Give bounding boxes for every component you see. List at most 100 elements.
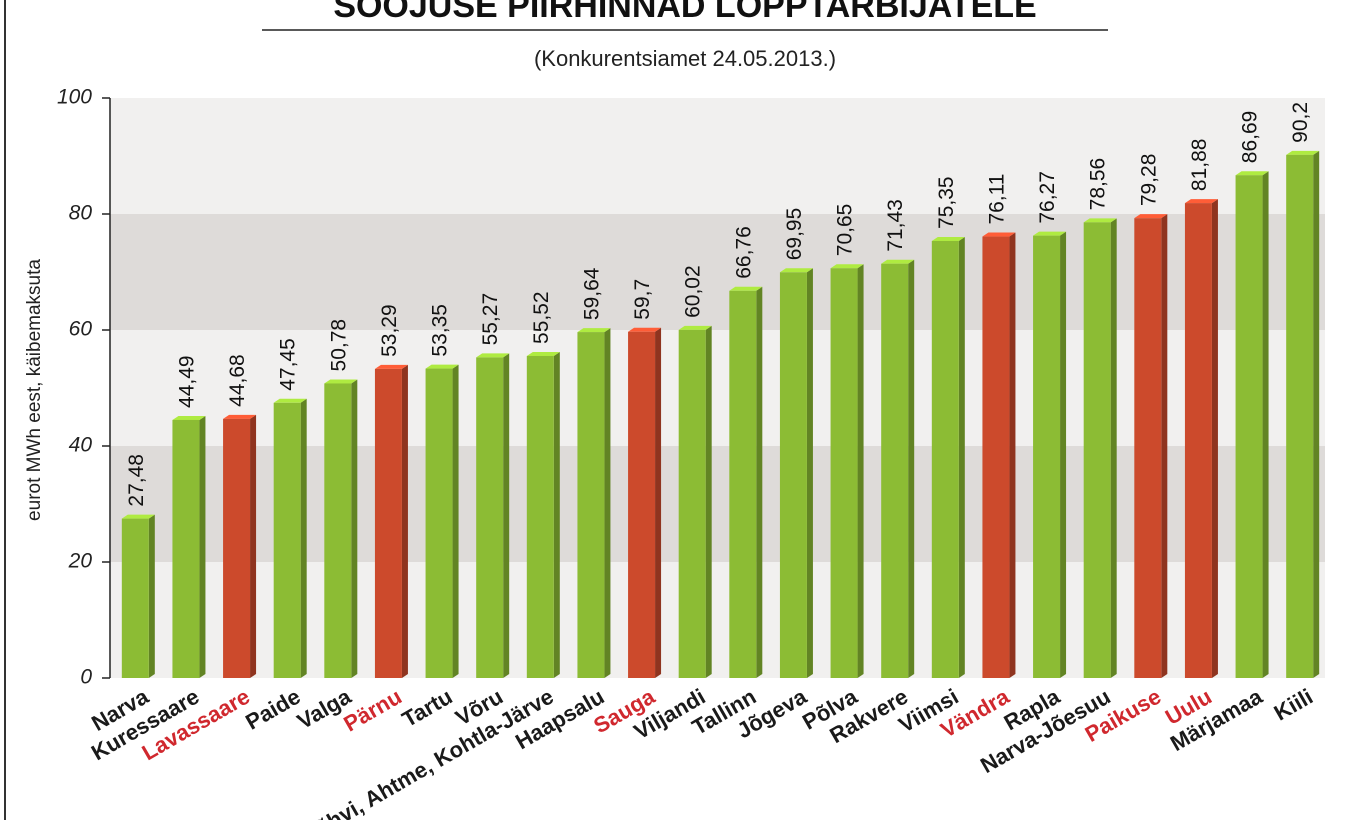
chart-subtitle: (Konkurentsiamet 24.05.2013.) [534, 46, 836, 71]
bar-top [121, 514, 155, 519]
bar [830, 268, 858, 678]
bar-top [678, 325, 712, 330]
bar-top [628, 327, 662, 332]
bar-top [1286, 150, 1320, 155]
y-tick-label: 100 [57, 86, 92, 109]
bar-top [425, 364, 459, 369]
bar-top [577, 328, 611, 333]
bar-top [881, 259, 915, 264]
bar [1083, 222, 1111, 679]
bar-top [476, 353, 510, 358]
y-tick-label: 40 [69, 434, 93, 457]
value-label: 59,7 [631, 279, 654, 320]
bar [678, 329, 706, 678]
y-axis-label: eurot MWh eest, käibemaksuta [24, 259, 45, 521]
bar-side [351, 379, 358, 678]
bar-side [250, 414, 257, 678]
bar-side [1009, 232, 1016, 678]
bar-side [705, 325, 712, 678]
value-label: 76,11 [985, 174, 1008, 225]
bar-side [1060, 231, 1067, 678]
value-label: 44,49 [175, 355, 198, 408]
bar-side [857, 264, 864, 678]
bar-top [172, 415, 206, 420]
value-label: 44,68 [226, 354, 249, 407]
bar-top [526, 351, 560, 356]
value-label: 59,64 [580, 267, 603, 320]
bar-side [1211, 199, 1218, 678]
bar [1033, 235, 1061, 678]
bar-top [779, 268, 813, 273]
bar-top [931, 236, 965, 241]
value-label: 66,76 [732, 226, 755, 279]
bar [172, 419, 200, 678]
bar-side [199, 415, 206, 678]
value-label: 86,69 [1239, 111, 1262, 164]
bar-side [300, 398, 307, 678]
bar [1235, 175, 1263, 678]
grid-band [110, 214, 1325, 330]
bar [982, 236, 1010, 678]
value-label: 55,27 [479, 293, 502, 346]
bar-side [1313, 150, 1320, 679]
bar-top [1184, 199, 1218, 204]
bar [273, 402, 301, 678]
bar [931, 240, 959, 678]
bar-side [1110, 218, 1117, 679]
value-label: 79,28 [1137, 154, 1160, 207]
bar [526, 355, 554, 678]
value-label: 81,88 [1188, 139, 1211, 192]
bar-side [553, 351, 560, 678]
bar [1134, 218, 1162, 678]
y-tick-label: 20 [68, 550, 93, 573]
bar [476, 357, 504, 678]
value-label: 27,48 [125, 454, 148, 507]
value-label: 78,56 [1087, 158, 1110, 211]
bar [425, 368, 453, 678]
bar-top [1235, 171, 1269, 176]
value-label: 55,52 [530, 291, 553, 344]
bar [1286, 154, 1314, 679]
bar-top [324, 379, 358, 384]
bar [121, 518, 149, 678]
bar-top [729, 286, 763, 291]
bar [628, 331, 656, 678]
bar-side [908, 259, 915, 678]
bar [324, 383, 352, 678]
bar-side [1262, 171, 1269, 678]
bar [729, 290, 757, 678]
bar-side [503, 353, 510, 678]
bar-top [374, 364, 408, 369]
value-label: 75,35 [935, 176, 958, 229]
bar-side [806, 268, 813, 678]
value-label: 76,27 [1036, 171, 1059, 224]
value-label: 90,2 [1289, 102, 1312, 143]
value-label: 47,45 [277, 338, 300, 391]
bar-top [830, 264, 864, 269]
bar-side [604, 328, 611, 678]
bar [223, 418, 251, 678]
bar [881, 263, 909, 678]
grid-band [110, 446, 1325, 562]
value-label: 60,02 [682, 265, 705, 318]
bar-top [1134, 214, 1168, 219]
bar-side [148, 514, 155, 678]
bar [577, 332, 605, 678]
bar-side [1161, 214, 1168, 678]
chart-title: SOOJUSE PIIRHINNAD LÕPPTARBIJATELE [333, 0, 1036, 25]
plot-background [110, 98, 1325, 678]
value-label: 69,95 [783, 208, 806, 261]
bar-side [452, 364, 459, 678]
bar [374, 368, 402, 678]
bar-side [958, 236, 965, 678]
value-label: 71,43 [884, 199, 907, 252]
bar-top [982, 232, 1016, 237]
bar-top [1033, 231, 1067, 236]
value-label: 50,78 [327, 319, 350, 372]
y-tick-label: 0 [80, 666, 92, 689]
bar-top [1083, 218, 1117, 223]
y-tick-label: 80 [69, 202, 93, 225]
bar-side [401, 364, 408, 678]
value-label: 53,35 [429, 304, 452, 357]
bar-top [223, 414, 257, 419]
